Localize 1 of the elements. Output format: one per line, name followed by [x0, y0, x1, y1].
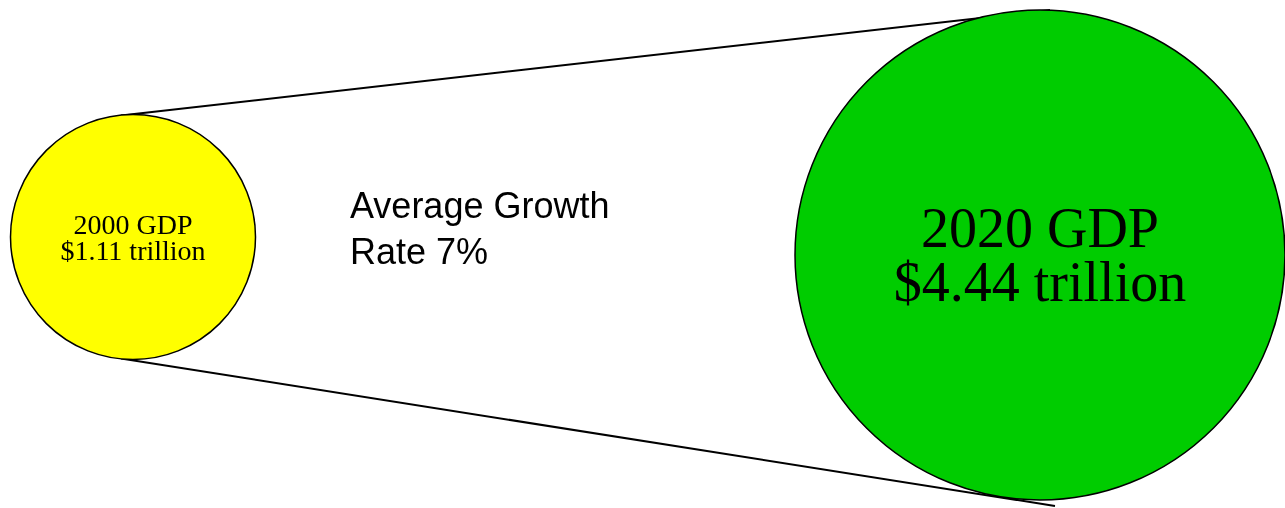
- text: Average Growth Rate 7%: [350, 185, 610, 272]
